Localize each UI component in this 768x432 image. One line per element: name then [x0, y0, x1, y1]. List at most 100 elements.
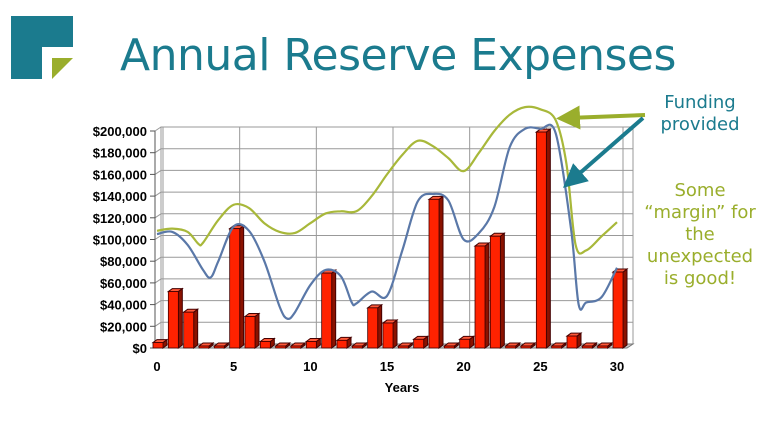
gridline-depth — [154, 126, 162, 132]
gridline-depth — [154, 278, 162, 284]
bar-front — [489, 235, 501, 349]
bar-front — [229, 228, 241, 349]
bar — [182, 308, 200, 349]
bar — [611, 268, 629, 349]
bar — [580, 342, 598, 349]
company-logo — [11, 16, 73, 79]
gridline-depth — [154, 300, 162, 306]
bar — [396, 342, 414, 349]
bar-front — [566, 335, 578, 349]
bar — [335, 336, 353, 349]
bar-front — [351, 345, 363, 349]
bar-front — [597, 345, 609, 349]
bar-front — [152, 342, 164, 349]
y-tick-label: $180,000 — [93, 146, 147, 161]
bar — [366, 303, 384, 349]
bar — [381, 319, 399, 349]
x-tick-label: 10 — [303, 359, 317, 374]
gridline-depth — [154, 191, 162, 197]
bar-front — [612, 271, 624, 349]
x-tick-label: 5 — [230, 359, 237, 374]
gridline-depth — [154, 169, 162, 175]
bar-front — [198, 345, 210, 349]
bar-side — [499, 232, 505, 349]
bar — [243, 312, 261, 349]
bar-front — [321, 272, 333, 349]
bar — [488, 232, 506, 349]
slide-title: Annual Reserve Expenses — [120, 30, 676, 81]
bar — [550, 342, 568, 349]
bar-front — [535, 131, 547, 349]
bar — [274, 342, 292, 349]
y-tick-label: $160,000 — [93, 167, 147, 182]
bar — [350, 342, 368, 349]
bar-front — [382, 322, 394, 349]
bar-front — [183, 311, 195, 349]
bar-front — [290, 345, 302, 349]
bar — [258, 337, 276, 349]
funding-annotation: Funding provided — [660, 92, 740, 135]
gridline-depth — [154, 256, 162, 262]
gridline-depth — [154, 235, 162, 240]
bar-side — [239, 224, 245, 349]
bar-front — [397, 345, 409, 349]
bar-front — [259, 341, 271, 349]
gridline-depth — [154, 213, 162, 219]
bar — [504, 342, 522, 349]
bar-side — [438, 195, 444, 349]
bar-side — [622, 268, 628, 349]
y-tick-label: $0 — [133, 341, 147, 356]
balance-line — [156, 123, 618, 321]
bar — [228, 224, 246, 349]
bar — [534, 128, 552, 349]
bar-front — [505, 345, 517, 349]
x-tick-label: 15 — [380, 359, 394, 374]
arrow-to-funding-line — [556, 105, 646, 130]
bar-front — [520, 345, 532, 349]
y-tick-label: $100,000 — [93, 233, 147, 248]
bar-front — [275, 345, 287, 349]
bar — [212, 342, 230, 349]
y-tick-label: $200,000 — [93, 124, 147, 139]
bar-side — [392, 319, 398, 349]
bar-front — [213, 345, 225, 349]
x-tick-label: 20 — [456, 359, 470, 374]
margin-annotation: Some “margin” for the unexpected is good… — [644, 180, 756, 289]
y-tick-label: $40,000 — [100, 298, 147, 313]
bar-front — [305, 341, 317, 349]
y-tick-label: $120,000 — [93, 211, 147, 226]
bar-front — [474, 245, 486, 349]
bar — [197, 342, 215, 349]
bar-front — [581, 345, 593, 349]
x-axis-label: Years — [385, 380, 420, 395]
y-tick-label: $140,000 — [93, 189, 147, 204]
bar-front — [413, 338, 425, 349]
bar-side — [377, 303, 383, 349]
bar — [289, 342, 307, 349]
arrow-to-balance-line — [562, 116, 645, 188]
gridline-depth — [154, 321, 162, 327]
bar — [458, 335, 476, 349]
bar — [320, 269, 338, 349]
bar-side — [254, 312, 260, 349]
bar — [596, 342, 614, 349]
y-tick-label: $20,000 — [100, 319, 147, 334]
x-tick-label: 0 — [153, 359, 160, 374]
funding-line — [156, 105, 618, 255]
bar-front — [244, 316, 256, 349]
bar-front — [336, 340, 348, 349]
bar-side — [193, 308, 199, 349]
bar — [412, 335, 430, 349]
bar — [473, 242, 491, 349]
gridline-depth — [154, 148, 162, 154]
bar-front — [459, 338, 471, 349]
x-tick-label: 25 — [533, 359, 547, 374]
bar — [151, 338, 169, 349]
bar — [442, 342, 460, 349]
bar-side — [545, 128, 551, 349]
bar — [427, 195, 445, 349]
bar-side — [177, 287, 183, 349]
bar-front — [443, 345, 455, 349]
bar-front — [551, 345, 563, 349]
